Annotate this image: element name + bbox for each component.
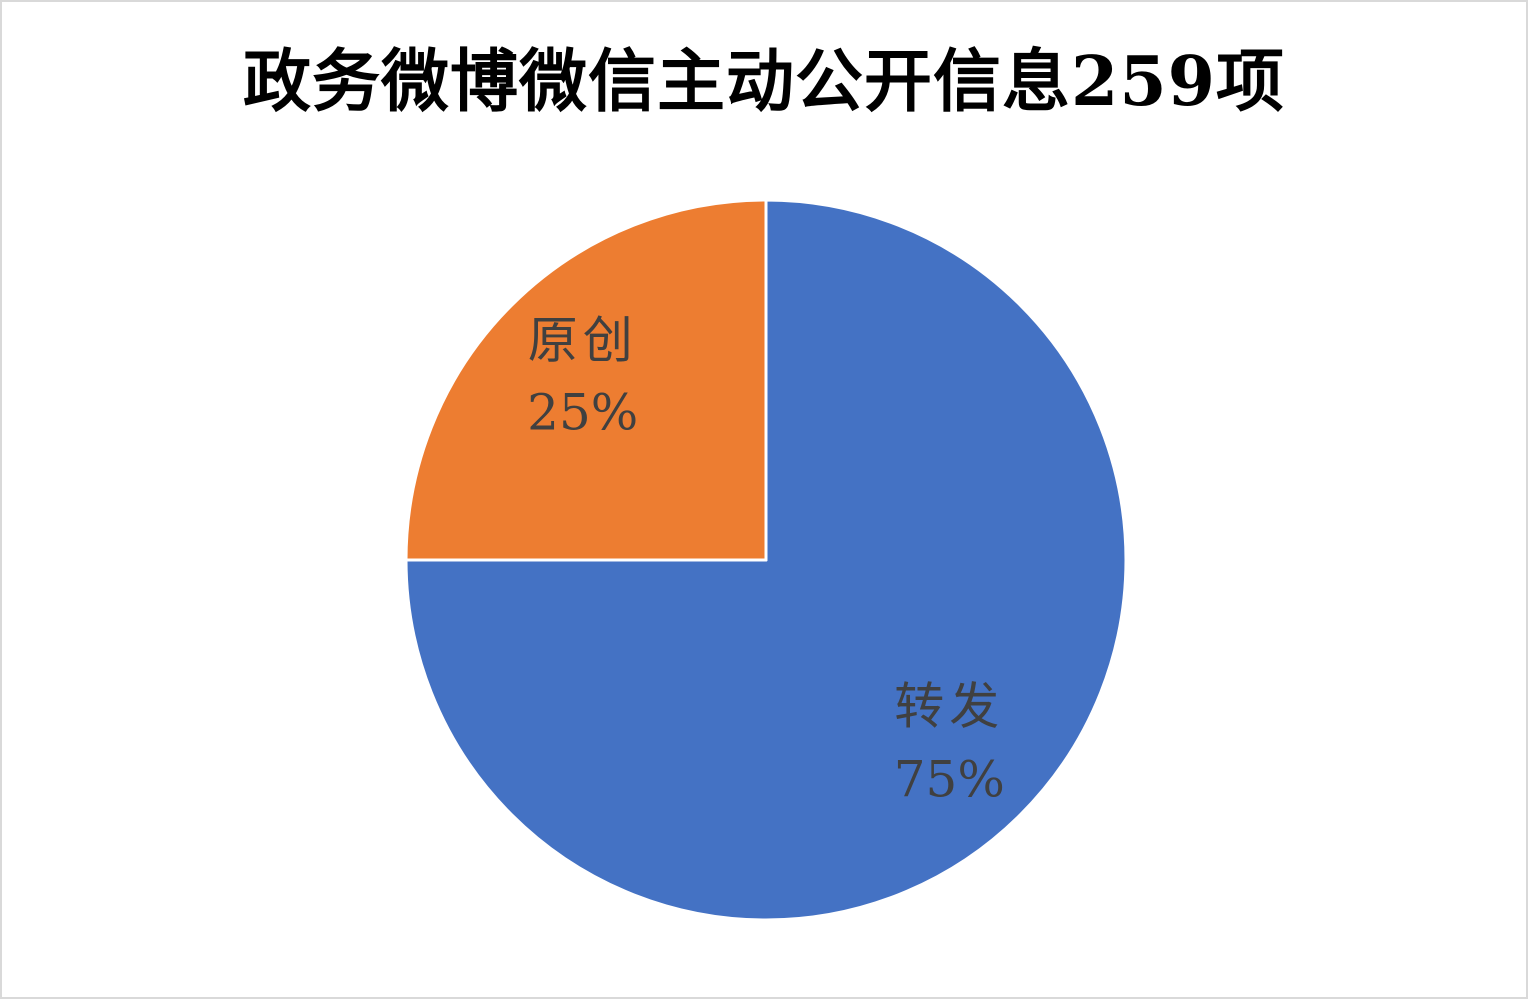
pie-slice-yuanchuan	[404, 198, 768, 562]
chart-title: 政务微博微信主动公开信息259项	[243, 42, 1285, 122]
